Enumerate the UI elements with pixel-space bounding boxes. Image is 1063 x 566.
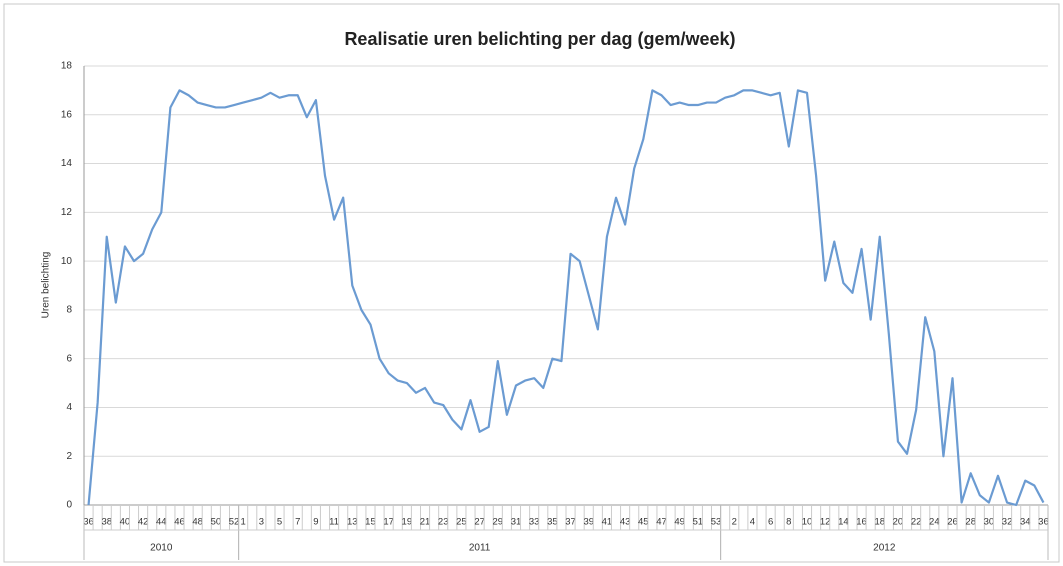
y-tick-label: 14 xyxy=(61,158,73,169)
x-tick-label: 24 xyxy=(929,517,940,528)
x-tick-label: 26 xyxy=(947,517,958,528)
y-tick-label: 16 xyxy=(61,109,73,120)
x-tick-label: 2 xyxy=(732,517,737,528)
x-tick-label: 36 xyxy=(83,517,94,528)
chart-title: Realisatie uren belichting per dag (gem/… xyxy=(344,29,735,49)
x-tick-label: 19 xyxy=(402,517,413,528)
y-tick-label: 12 xyxy=(61,207,73,218)
y-tick-label: 10 xyxy=(61,256,73,267)
data-line xyxy=(87,89,1045,507)
x-tick-label: 48 xyxy=(192,517,203,528)
x-tick-label: 31 xyxy=(511,517,522,528)
x-tick-label: 35 xyxy=(547,517,558,528)
x-tick-label: 53 xyxy=(711,517,722,528)
y-tick-label: 8 xyxy=(66,305,72,316)
chart-border xyxy=(3,3,1060,563)
x-tick-label: 12 xyxy=(820,517,831,528)
x-tick-label: 33 xyxy=(529,517,540,528)
y-tick-label: 4 xyxy=(66,402,72,413)
x-tick-label: 21 xyxy=(420,517,431,528)
x-tick-label: 28 xyxy=(965,517,976,528)
y-tick-label: 0 xyxy=(66,500,72,511)
x-tick-label: 41 xyxy=(602,517,613,528)
x-tick-label: 25 xyxy=(456,517,467,528)
x-tick-label: 43 xyxy=(620,517,631,528)
group-label: 2011 xyxy=(469,543,491,554)
x-tick-label: 15 xyxy=(365,517,376,528)
y-tick-label: 6 xyxy=(66,353,72,364)
x-tick-label: 22 xyxy=(911,517,922,528)
x-tick-label: 32 xyxy=(1002,517,1013,528)
x-tick-label: 47 xyxy=(656,517,667,528)
x-tick-label: 39 xyxy=(583,517,594,528)
x-tick-label: 30 xyxy=(984,517,995,528)
x-tick-label: 44 xyxy=(156,517,167,528)
group-label: 2010 xyxy=(150,543,173,554)
x-tick-label: 11 xyxy=(329,517,339,528)
x-tick-label: 36 xyxy=(1038,517,1049,528)
x-tick-label: 20 xyxy=(893,517,904,528)
x-tick-label: 16 xyxy=(856,517,867,528)
x-tick-label: 9 xyxy=(313,517,318,528)
x-tick-label: 23 xyxy=(438,517,449,528)
x-tick-label: 6 xyxy=(768,517,773,528)
x-tick-label: 13 xyxy=(347,517,358,528)
x-tick-label: 52 xyxy=(229,517,240,528)
x-tick-label: 3 xyxy=(259,517,264,528)
x-tick-label: 37 xyxy=(565,517,576,528)
x-tick-label: 17 xyxy=(383,517,394,528)
x-tick-label: 7 xyxy=(295,517,300,528)
x-tick-label: 38 xyxy=(101,517,112,528)
x-tick-label: 40 xyxy=(120,517,131,528)
y-tick-label: 2 xyxy=(66,451,72,462)
y-tick-label: 18 xyxy=(61,61,73,72)
x-tick-label: 51 xyxy=(693,517,704,528)
x-tick-label: 14 xyxy=(838,517,849,528)
x-tick-label: 4 xyxy=(750,517,755,528)
x-tick-label: 18 xyxy=(874,517,885,528)
x-tick-label: 10 xyxy=(802,517,813,528)
x-tick-label: 29 xyxy=(493,517,504,528)
x-tick-label: 8 xyxy=(786,517,791,528)
x-tick-label: 27 xyxy=(474,517,485,528)
x-tick-label: 50 xyxy=(211,517,222,528)
x-tick-label: 34 xyxy=(1020,517,1031,528)
group-label: 2012 xyxy=(873,543,896,554)
x-tick-label: 1 xyxy=(241,517,246,528)
x-tick-label: 45 xyxy=(638,517,649,528)
x-tick-label: 49 xyxy=(674,517,685,528)
x-tick-label: 42 xyxy=(138,517,149,528)
y-axis-label: Uren belichting xyxy=(41,252,52,319)
x-tick-label: 46 xyxy=(174,517,185,528)
x-tick-label: 5 xyxy=(277,517,282,528)
